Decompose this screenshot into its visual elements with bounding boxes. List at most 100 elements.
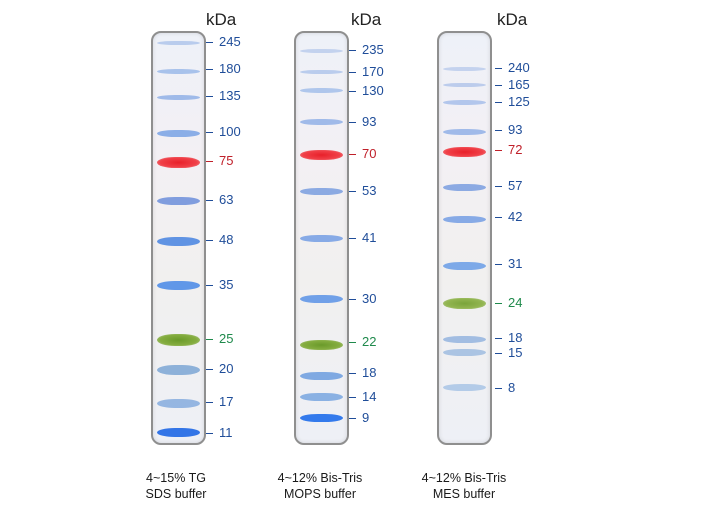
- marker-tick: [495, 217, 502, 218]
- marker-tick: [349, 50, 356, 51]
- band-75: [157, 157, 200, 168]
- band-42: [443, 216, 486, 223]
- band-57: [443, 184, 486, 191]
- band-31: [443, 262, 486, 270]
- band-22: [300, 340, 343, 350]
- band-9: [300, 414, 343, 422]
- ladder-caption: 4~15% TG SDS buffer: [106, 470, 246, 503]
- marker-label: 11: [219, 425, 233, 440]
- marker-tick: [349, 154, 356, 155]
- marker-tick: [206, 402, 213, 403]
- band-93: [300, 119, 343, 125]
- marker-tick: [349, 238, 356, 239]
- marker-tick: [349, 397, 356, 398]
- gel-lane: [437, 31, 492, 445]
- marker-label: 30: [362, 291, 377, 306]
- marker-label: 9: [362, 410, 370, 425]
- band-53: [300, 188, 343, 195]
- caption-line-buffer: MES buffer: [432, 487, 496, 502]
- gel-lane: [294, 31, 349, 445]
- caption-line-gel: 4~15% TG: [146, 471, 206, 485]
- marker-label: 240: [508, 60, 530, 75]
- marker-tick: [206, 200, 213, 201]
- marker-label: 130: [362, 83, 384, 98]
- band-93: [443, 129, 486, 135]
- marker-label: 93: [508, 122, 523, 137]
- marker-tick: [495, 102, 502, 103]
- band-100: [157, 130, 200, 137]
- marker-label: 235: [362, 42, 384, 57]
- marker-label: 48: [219, 232, 234, 247]
- gel-lane: [151, 31, 206, 445]
- marker-label: 63: [219, 192, 234, 207]
- caption-line-gel: 4~12% Bis-Tris: [421, 471, 507, 485]
- marker-label: 245: [219, 34, 241, 49]
- marker-tick: [495, 338, 502, 339]
- marker-label: 135: [219, 88, 241, 103]
- band-135: [157, 95, 200, 100]
- marker-label: 15: [508, 345, 523, 360]
- marker-tick: [349, 191, 356, 192]
- marker-tick: [206, 69, 213, 70]
- marker-tick: [495, 388, 502, 389]
- marker-tick: [206, 161, 213, 162]
- marker-label: 165: [508, 77, 530, 92]
- marker-label: 22: [362, 334, 377, 349]
- ladder-caption: 4~12% Bis-Tris MES buffer: [394, 470, 534, 503]
- band-48: [157, 237, 200, 246]
- marker-label: 70: [362, 146, 377, 161]
- band-8: [443, 384, 486, 391]
- marker-label: 93: [362, 114, 377, 129]
- band-63: [157, 197, 200, 205]
- band-11: [157, 428, 200, 437]
- marker-tick: [495, 303, 502, 304]
- band-17: [157, 399, 200, 408]
- marker-tick: [495, 130, 502, 131]
- band-15: [443, 349, 486, 356]
- band-70: [300, 150, 343, 160]
- marker-tick: [206, 369, 213, 370]
- ladder-caption: 4~12% Bis-Tris MOPS buffer: [250, 470, 390, 503]
- marker-tick: [206, 339, 213, 340]
- marker-tick: [495, 353, 502, 354]
- marker-tick: [349, 299, 356, 300]
- band-165: [443, 83, 486, 87]
- marker-tick: [349, 373, 356, 374]
- band-240: [443, 67, 486, 71]
- marker-label: 180: [219, 61, 241, 76]
- band-41: [300, 235, 343, 242]
- marker-tick: [206, 96, 213, 97]
- band-35: [157, 281, 200, 290]
- band-72: [443, 147, 486, 157]
- marker-label: 31: [508, 256, 523, 271]
- marker-label: 8: [508, 380, 516, 395]
- marker-tick: [349, 342, 356, 343]
- band-20: [157, 365, 200, 375]
- marker-tick: [349, 91, 356, 92]
- marker-tick: [495, 150, 502, 151]
- marker-label: 18: [362, 365, 377, 380]
- band-18: [443, 336, 486, 343]
- band-24: [443, 298, 486, 309]
- marker-tick: [206, 285, 213, 286]
- marker-tick: [206, 132, 213, 133]
- marker-tick: [206, 240, 213, 241]
- marker-label: 14: [362, 389, 377, 404]
- band-235: [300, 49, 343, 53]
- band-25: [157, 334, 200, 346]
- band-30: [300, 295, 343, 303]
- marker-label: 35: [219, 277, 234, 292]
- marker-tick: [495, 85, 502, 86]
- marker-label: 17: [219, 394, 234, 409]
- unit-label: kDa: [497, 10, 528, 29]
- marker-label: 20: [219, 361, 234, 376]
- band-18: [300, 372, 343, 380]
- unit-label: kDa: [206, 10, 237, 29]
- caption-line-gel: 4~12% Bis-Tris: [277, 471, 363, 485]
- marker-tick: [495, 68, 502, 69]
- marker-tick: [495, 264, 502, 265]
- marker-label: 41: [362, 230, 377, 245]
